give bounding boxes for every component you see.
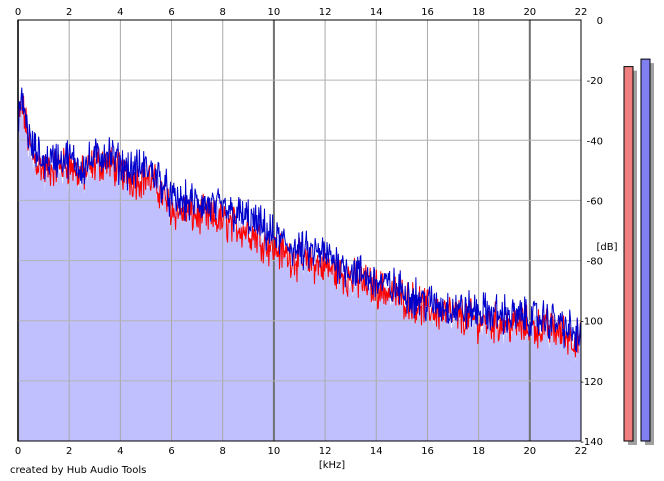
series-lines (17, 87, 582, 358)
x-tick-label-bottom: 16 (421, 446, 434, 457)
x-tick-label-top: 2 (66, 7, 72, 18)
credit-text: created by Hub Audio Tools (10, 465, 146, 476)
meter-bar-R (640, 58, 651, 442)
y-tick-label: -60 (587, 196, 603, 207)
x-tick-label-bottom: 12 (319, 446, 332, 457)
x-tick-label-top: 18 (472, 7, 485, 18)
x-tick-label-top: 16 (421, 7, 434, 18)
spectrum-fill (18, 99, 581, 441)
meter-bar-L (623, 66, 634, 442)
x-tick-label-top: 12 (319, 7, 332, 18)
y-tick-label: -20 (587, 76, 603, 87)
x-tick-label-bottom: 4 (117, 446, 123, 457)
y-tick-label: -80 (587, 257, 603, 268)
x-tick-label-top: 0 (15, 7, 21, 18)
x-tick-labels-bottom: 0 2 4 6 8 10 12 14 16 18 20 22 (15, 446, 588, 457)
y-axis-label: [dB] (596, 242, 617, 253)
spectrum-fill-area (18, 99, 581, 441)
x-tick-labels-top: 0 2 4 6 8 10 12 14 16 18 20 22 (15, 7, 588, 18)
x-tick-label-bottom: 10 (268, 446, 281, 457)
x-tick-label-top: 14 (370, 7, 383, 18)
y-tick-label: -100 (580, 317, 603, 328)
x-tick-label-bottom: 18 (472, 446, 485, 457)
x-tick-label-top: 20 (523, 7, 536, 18)
x-tick-label-top: 22 (575, 7, 588, 18)
series-line-1 (17, 87, 582, 353)
x-tick-label-bottom: 0 (15, 446, 21, 457)
y-tick-label: 0 (597, 16, 603, 27)
x-tick-label-top: 4 (117, 7, 123, 18)
x-axis-label: [kHz] (319, 460, 345, 471)
x-tick-label-bottom: 6 (168, 446, 174, 457)
x-tick-label-bottom: 20 (523, 446, 536, 457)
plot-frame (17, 19, 582, 442)
y-tick-label: -140 (580, 437, 603, 448)
y-tick-labels: 0 -20 -40 -60 -80 -100 -120 -140 (580, 16, 603, 448)
x-tick-label-bottom: 8 (220, 446, 226, 457)
x-tick-label-bottom: 2 (66, 446, 72, 457)
x-tick-label-top: 8 (220, 7, 226, 18)
x-tick-label-bottom: 14 (370, 446, 383, 457)
grid (17, 19, 582, 442)
level-meter (623, 58, 654, 445)
y-tick-label: -40 (587, 136, 603, 147)
x-tick-label-top: 10 (268, 7, 281, 18)
x-tick-label-bottom: 22 (575, 446, 588, 457)
y-tick-label: -120 (580, 377, 603, 388)
x-tick-label-top: 6 (168, 7, 174, 18)
